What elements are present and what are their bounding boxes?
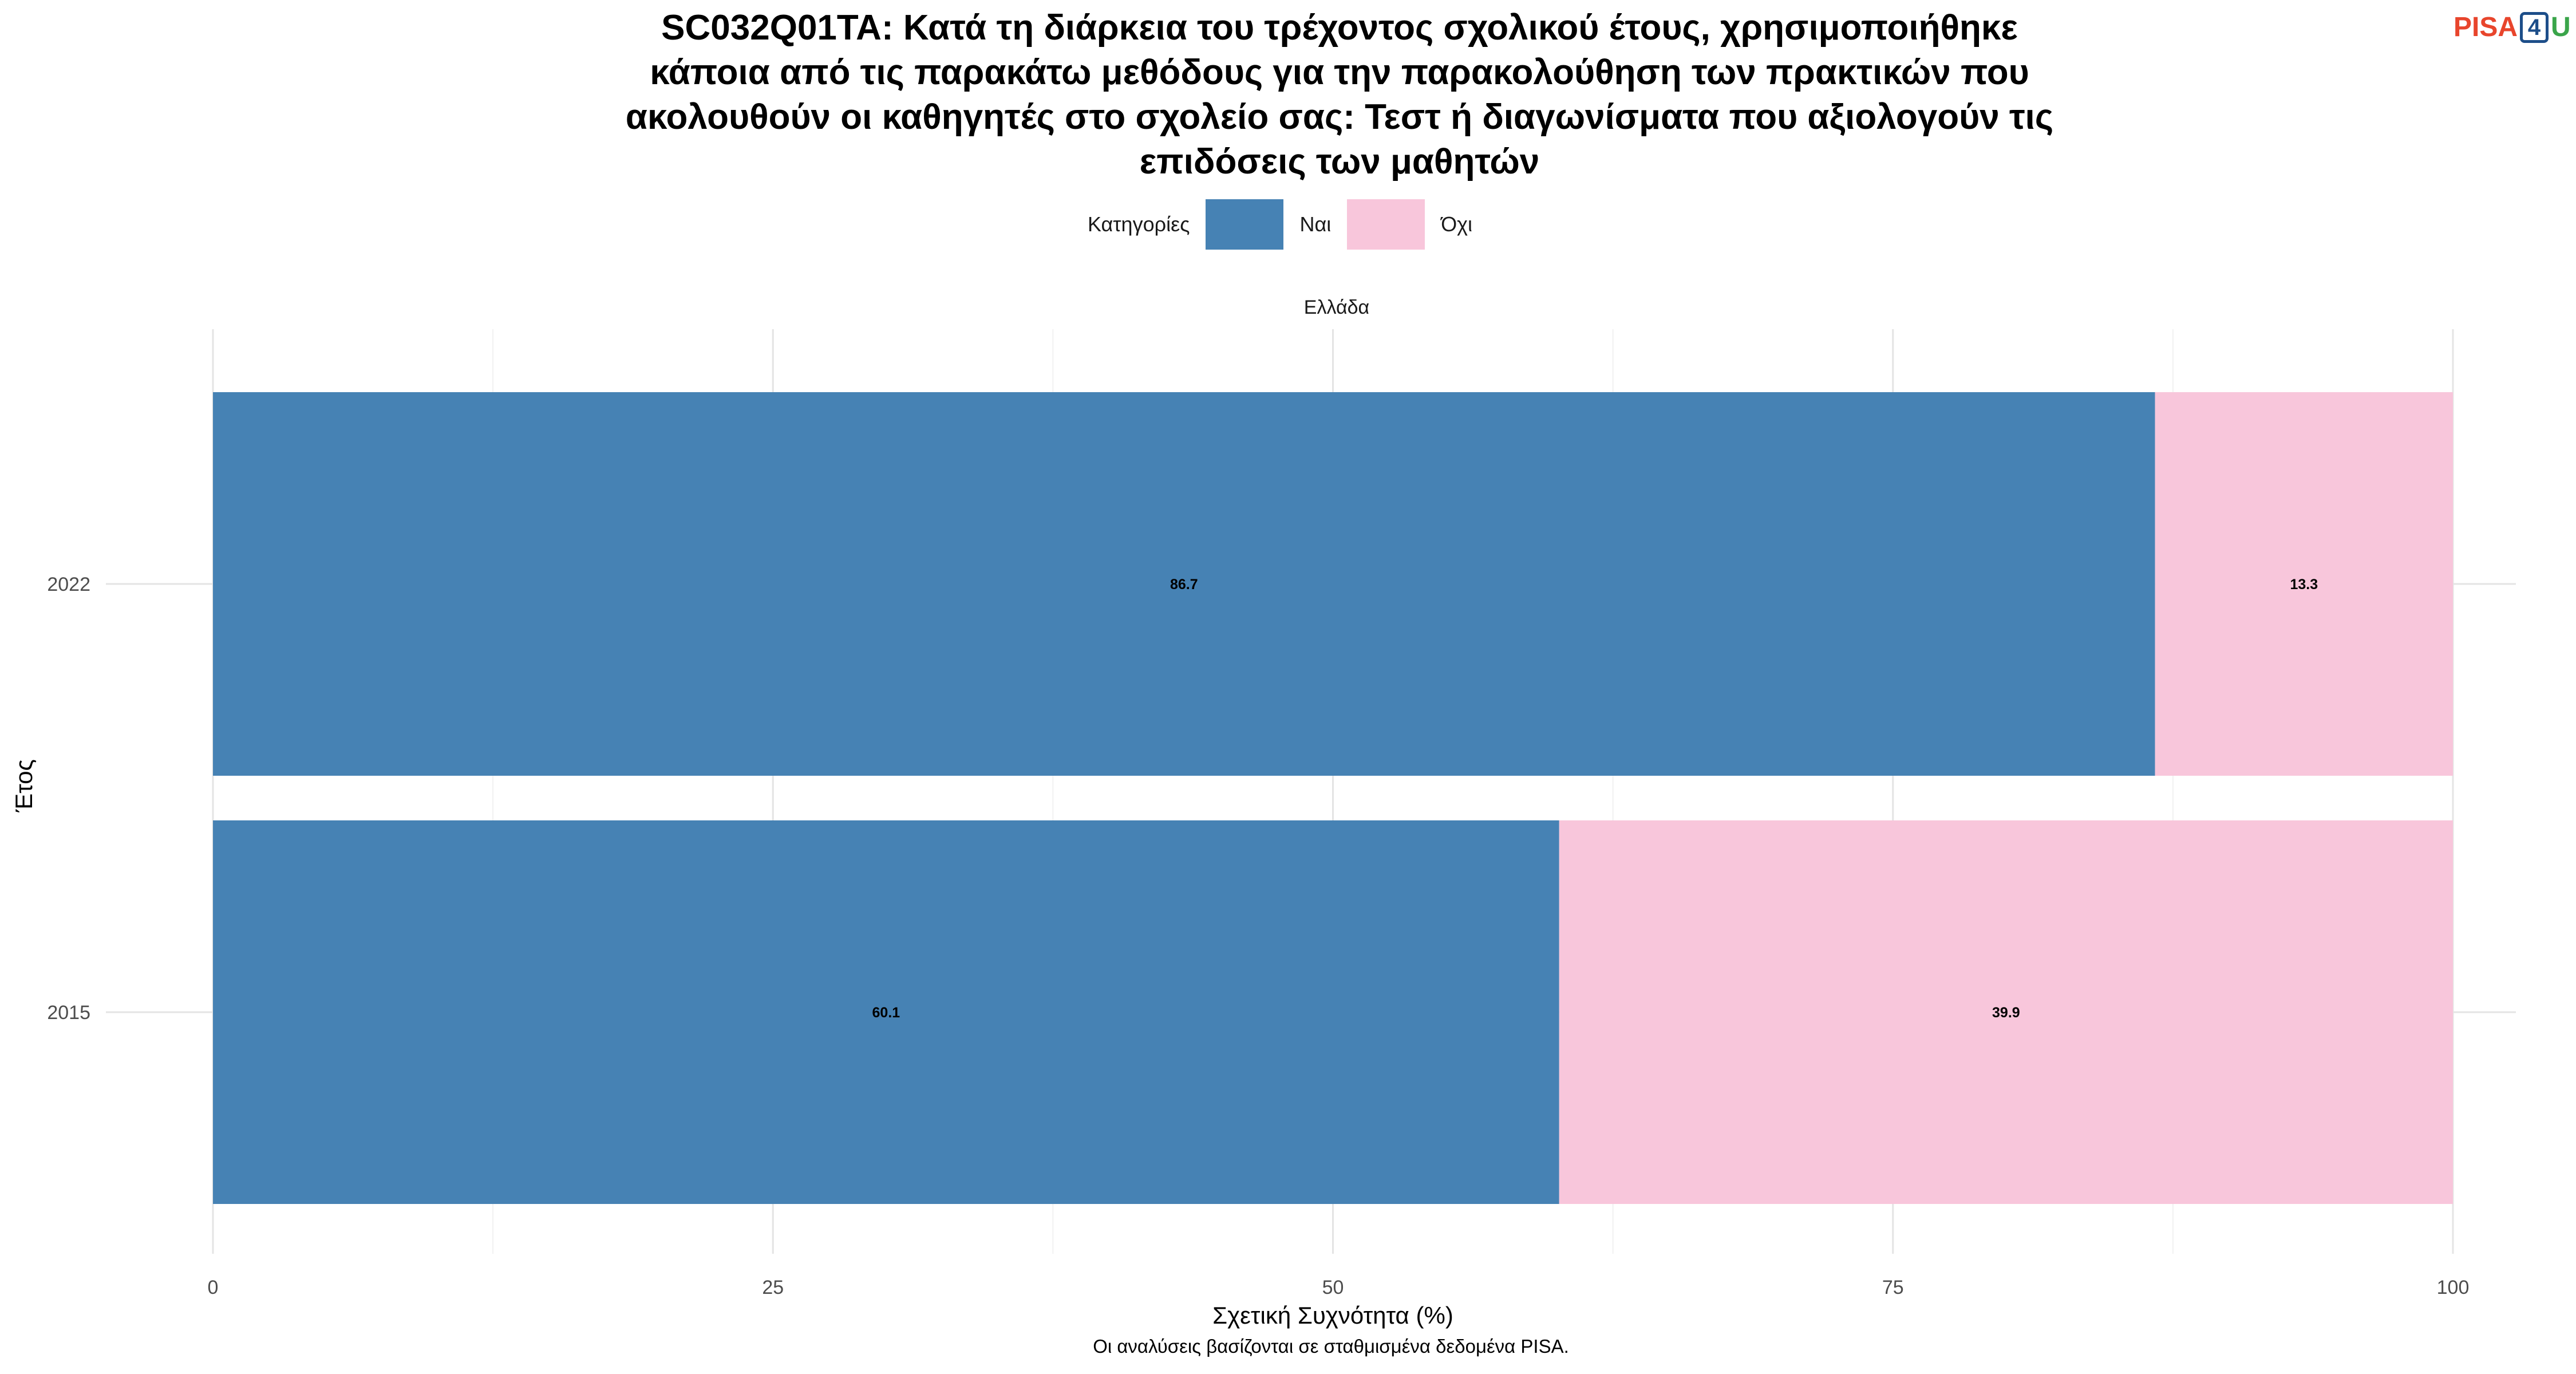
y-axis-title: Έτος [10,759,37,813]
bar-2022-no [2155,392,2453,776]
bar-2015-no [1559,820,2453,1204]
x-tick-label: 0 [208,1277,219,1298]
x-tick-label: 25 [762,1277,784,1298]
facet-label: Ελλάδα [1303,297,1370,318]
pisa4u-logo: PISA 4 U [2453,11,2571,44]
title-line: κάποια από τις παρακάτω μεθόδους για την… [650,53,2029,92]
x-tick-label: 50 [1322,1277,1344,1298]
chart-title: SC032Q01TA: Κατά τη διάρκεια του τρέχοντ… [372,6,2307,184]
bar-2015-yes [213,820,1559,1204]
y-tick-label: 2022 [47,574,90,595]
legend-label-yes: Ναι [1299,212,1332,236]
data-label-2015-no: 39.9 [1992,1005,2020,1021]
data-label-2015-yes: 60.1 [872,1005,900,1021]
legend: Κατηγορίες Ναι Όχι [0,199,2576,250]
logo-text-four: 4 [2520,12,2549,43]
caption: Οι αναλύσεις βασίζονται σε σταθμισμένα δ… [1093,1336,1569,1357]
y-tick-label: 2015 [47,1002,90,1024]
data-label-2022-yes: 86.7 [1170,577,1198,593]
legend-swatch-yes [1206,199,1284,250]
legend-swatch-no [1347,199,1425,250]
logo-text-u: U [2551,12,2571,42]
x-tick-label: 100 [2437,1277,2470,1298]
data-label-2022-no: 13.3 [2290,577,2318,593]
title-line: επιδόσεις των μαθητών [1139,142,1540,181]
x-axis-title: Σχετική Συχνότητα (%) [1212,1302,1453,1329]
legend-title: Κατηγορίες [1087,212,1190,236]
logo-text-pisa: PISA [2453,12,2518,42]
legend-label-no: Όχι [1441,212,1473,236]
bar-2022-yes [213,392,2155,776]
title-line: SC032Q01TA: Κατά τη διάρκεια του τρέχοντ… [661,8,2018,48]
title-line: ακολουθούν οι καθηγητές στο σχολείο σας:… [625,97,2054,137]
x-tick-label: 75 [1882,1277,1904,1298]
